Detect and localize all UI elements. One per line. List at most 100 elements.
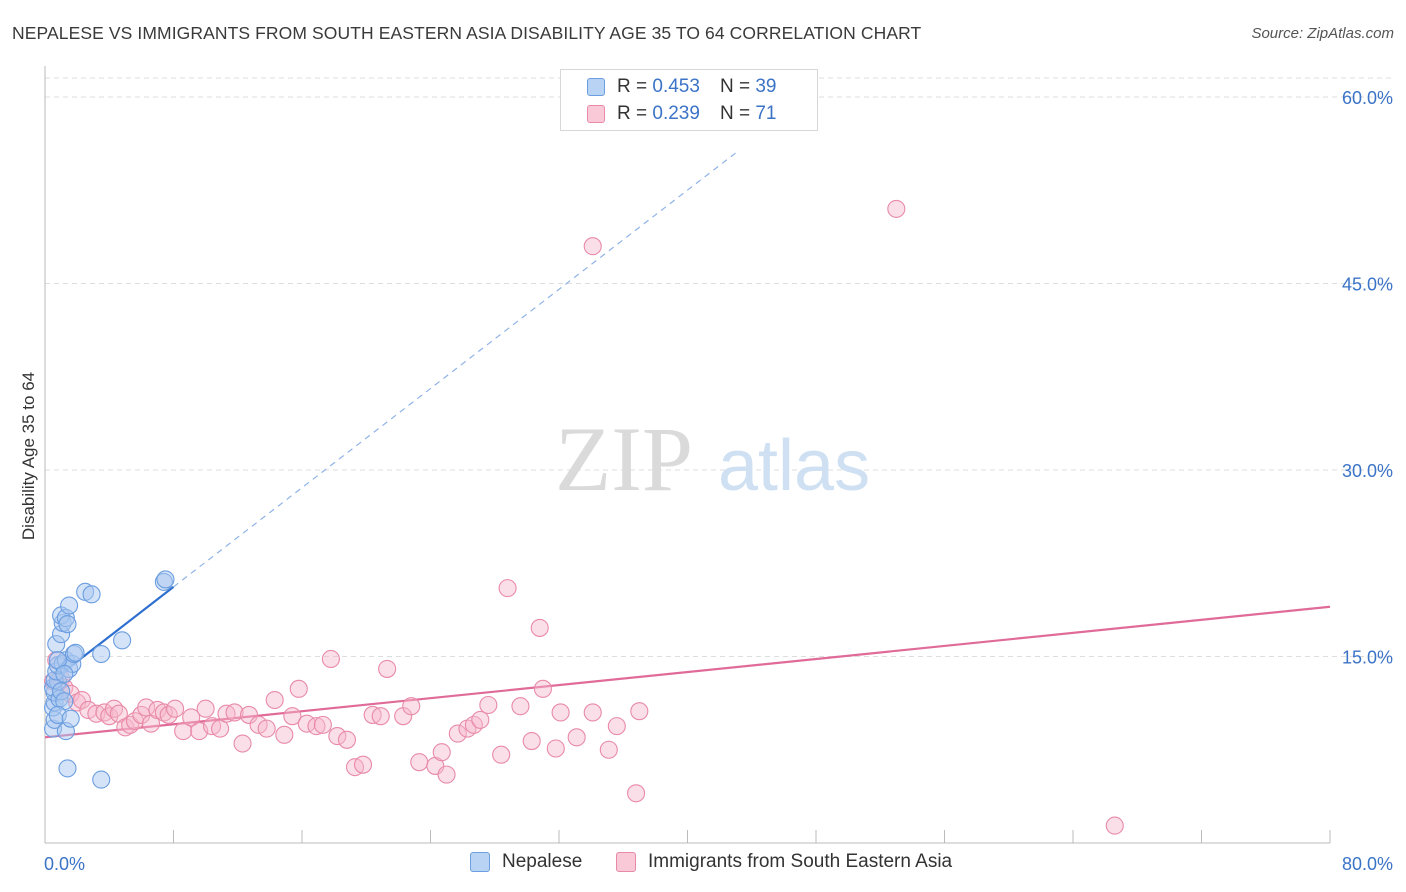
point-sea: [116, 718, 135, 737]
series-immigrants-sea: [43, 199, 1124, 835]
point-nepalese: [92, 644, 111, 664]
point-nepalese: [92, 770, 111, 789]
legend-item-sea[interactable]: Immigrants from South Eastern Asia: [616, 851, 952, 873]
legend-swatch-pink: [587, 105, 605, 123]
point-sea: [275, 725, 294, 744]
legend-swatch-pink: [616, 852, 636, 872]
point-nepalese: [113, 631, 132, 650]
legend-row-nepalese: R = 0.453 N = 39: [587, 74, 776, 100]
y-tick-label: 45.0%: [1342, 275, 1393, 295]
point-sea: [174, 722, 193, 741]
correlation-legend: R = 0.453 N = 39 R = 0.239 N = 71: [560, 69, 818, 131]
y-axis-label: Disability Age 35 to 64: [19, 372, 38, 540]
point-sea: [546, 739, 565, 758]
point-sea: [371, 707, 390, 726]
point-sea: [583, 237, 602, 256]
point-sea: [289, 679, 308, 698]
series-legend: Nepalese Immigrants from South Eastern A…: [0, 851, 1406, 877]
point-nepalese: [55, 664, 74, 683]
point-sea: [1105, 816, 1124, 835]
point-sea: [551, 703, 570, 722]
point-sea: [313, 715, 332, 734]
point-sea: [599, 740, 618, 759]
legend-n-label: N =: [719, 76, 751, 97]
point-sea: [583, 703, 602, 722]
point-sea: [448, 724, 467, 743]
point-sea: [321, 649, 340, 669]
point-sea: [630, 702, 649, 721]
legend-n-label: N =: [719, 103, 751, 124]
point-sea: [887, 199, 906, 218]
point-sea: [511, 697, 530, 716]
point-sea: [533, 679, 552, 698]
point-sea: [432, 743, 451, 762]
point-nepalese: [61, 709, 80, 728]
point-sea: [265, 690, 284, 710]
legend-n-value: 39: [755, 76, 777, 97]
legend-label-sea: Immigrants from South Eastern Asia: [648, 851, 953, 872]
point-sea: [627, 784, 646, 803]
point-nepalese: [58, 615, 77, 634]
watermark-zip: ZIP: [555, 408, 693, 510]
point-sea: [530, 618, 549, 637]
point-sea: [307, 717, 326, 736]
trend-line-sea: [44, 605, 1331, 739]
point-sea: [105, 699, 124, 718]
legend-r-value: 0.453: [652, 76, 700, 97]
chart-title: NEPALESE VS IMMIGRANTS FROM SOUTH EASTER…: [12, 23, 922, 43]
point-sea: [479, 695, 498, 715]
point-sea: [437, 765, 456, 784]
x-tick-label: 80.0%: [1342, 854, 1393, 874]
watermark: ZIP atlas: [555, 408, 870, 510]
point-sea: [225, 703, 244, 722]
y-tick-label: 30.0%: [1342, 461, 1393, 481]
point-sea: [182, 708, 201, 727]
legend-swatch-blue: [470, 852, 490, 872]
y-tick-label: 60.0%: [1342, 88, 1393, 108]
grid-lines: [45, 77, 1395, 657]
point-sea: [257, 719, 276, 738]
point-sea: [283, 707, 302, 726]
legend-r-label: R =: [617, 103, 648, 124]
legend-row-sea: R = 0.239 N = 71: [587, 101, 776, 127]
legend-r-label: R =: [617, 76, 648, 97]
point-sea: [607, 717, 626, 736]
series-nepalese: [43, 570, 175, 789]
point-sea: [337, 730, 357, 749]
trend-line-nepalese-extension: [173, 152, 737, 588]
source-label: Source: ZipAtlas.com: [1251, 25, 1394, 42]
point-nepalese: [66, 643, 85, 662]
point-nepalese: [82, 585, 101, 604]
point-sea: [211, 719, 230, 738]
point-sea: [239, 705, 259, 724]
axes: [44, 66, 1331, 844]
point-sea: [137, 698, 156, 717]
point-nepalese: [60, 596, 79, 615]
point-sea: [522, 731, 541, 751]
point-nepalese: [156, 570, 175, 589]
point-sea: [233, 734, 252, 753]
y-tick-label: 15.0%: [1342, 648, 1393, 668]
point-nepalese: [58, 759, 77, 778]
point-sea: [492, 745, 511, 764]
point-sea: [402, 697, 421, 716]
point-sea: [72, 690, 91, 710]
point-sea: [567, 728, 586, 747]
watermark-atlas: atlas: [718, 426, 870, 506]
point-sea: [328, 727, 347, 746]
point-sea: [378, 659, 397, 678]
legend-label-nepalese: Nepalese: [502, 851, 583, 872]
point-sea: [410, 753, 429, 772]
point-sea: [471, 710, 490, 729]
legend-swatch-blue: [587, 78, 605, 96]
point-sea: [196, 699, 215, 718]
x-tick-label: 0.0%: [44, 854, 85, 874]
point-sea: [498, 579, 517, 598]
point-sea: [154, 703, 173, 722]
point-sea: [166, 699, 185, 718]
legend-n-value: 71: [755, 103, 777, 124]
point-sea: [353, 755, 373, 774]
legend-r-value: 0.239: [652, 103, 700, 124]
legend-item-nepalese[interactable]: Nepalese: [470, 851, 582, 873]
